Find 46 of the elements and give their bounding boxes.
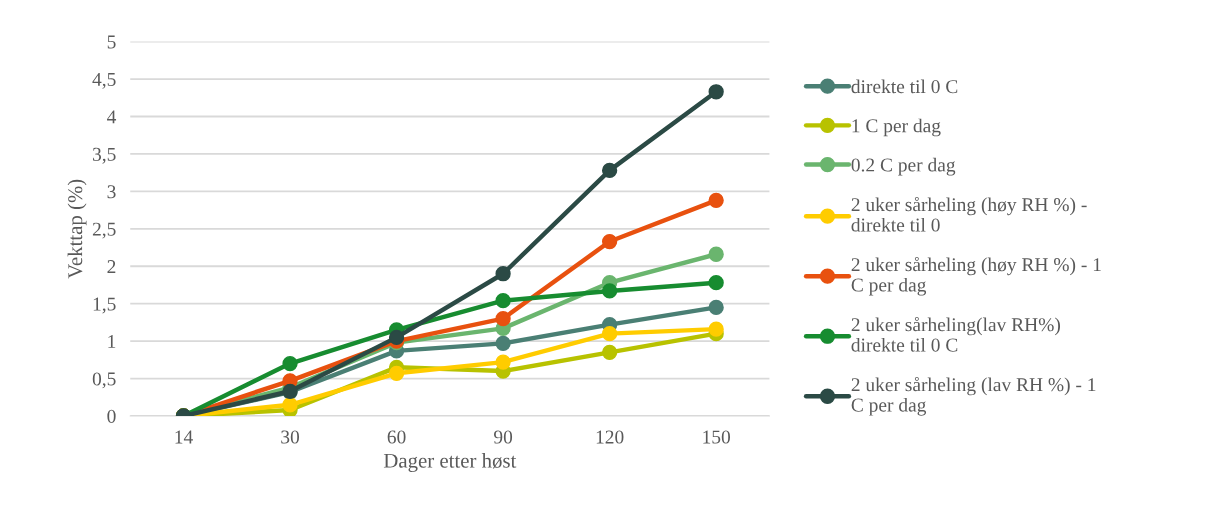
- point: [282, 355, 298, 372]
- x-tick-label: 14: [175, 430, 193, 444]
- legend-label: 2 uker sårheling(lav RH%) direkte til 0 C: [851, 316, 1061, 352]
- point: [708, 275, 724, 291]
- point: [282, 397, 298, 413]
- point: [601, 233, 618, 250]
- point: [601, 325, 618, 342]
- legend-label: direkte til 0 C: [851, 79, 958, 94]
- point: [708, 321, 724, 337]
- legend-label: 1 C per dag: [852, 118, 941, 137]
- y-tick-label: 5: [107, 35, 116, 49]
- y-tick-label: 3,5: [92, 147, 116, 164]
- legend-label: 0.2 C per dag: [851, 157, 956, 176]
- y-tick-label: 1: [108, 335, 116, 348]
- x-tick-label: 30: [281, 430, 300, 444]
- y-axis-title: Vekttap (%): [67, 179, 87, 279]
- legend-label: 2 uker sårheling (høy RH %) - 1 C per dag: [851, 256, 1101, 296]
- point: [708, 299, 724, 316]
- point: [708, 192, 724, 208]
- legend-label: 2 uker sårheling (høy RH %) - direkte til 0: [851, 196, 1087, 232]
- point: [495, 335, 511, 352]
- y-tick-label: 0,5: [92, 372, 116, 389]
- y-tick-label: 2,5: [92, 222, 116, 239]
- x-tick-label: 120: [596, 430, 624, 444]
- legend-label: 2 uker sårheling (lav RH %) - 1 C per dag: [851, 376, 1096, 416]
- point: [601, 344, 618, 360]
- x-tick-label: 90: [494, 430, 513, 444]
- point: [495, 311, 511, 327]
- y-tick-label: 0: [107, 409, 116, 423]
- point: [601, 283, 618, 299]
- point: [708, 246, 724, 262]
- point: [495, 293, 511, 309]
- x-tick-label: 60: [387, 430, 406, 444]
- y-tick-label: 2: [107, 260, 116, 273]
- point: [495, 266, 511, 282]
- point: [708, 84, 724, 100]
- x-axis-title: Dager etter høst: [383, 453, 517, 473]
- point: [495, 354, 511, 370]
- point: [601, 162, 618, 179]
- y-tick-label: 1,5: [93, 297, 116, 314]
- y-tick-label: 4,5: [92, 72, 116, 89]
- y-tick-label: 4: [107, 110, 117, 124]
- y-tick-label: 3: [107, 185, 116, 199]
- point: [388, 329, 405, 346]
- point: [388, 365, 405, 381]
- x-tick-label: 150: [703, 430, 731, 444]
